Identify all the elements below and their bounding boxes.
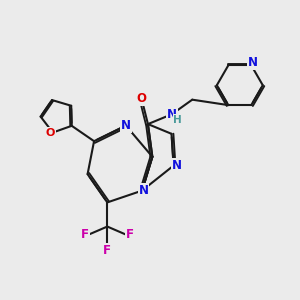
Text: H: H (173, 115, 182, 125)
Text: O: O (136, 92, 146, 105)
Text: F: F (81, 228, 88, 241)
Text: N: N (172, 159, 182, 172)
Text: N: N (167, 108, 177, 121)
Text: O: O (46, 128, 55, 137)
Text: N: N (139, 184, 148, 197)
Text: F: F (126, 228, 134, 241)
Text: N: N (121, 119, 131, 132)
Text: N: N (248, 56, 258, 70)
Text: F: F (103, 244, 111, 256)
